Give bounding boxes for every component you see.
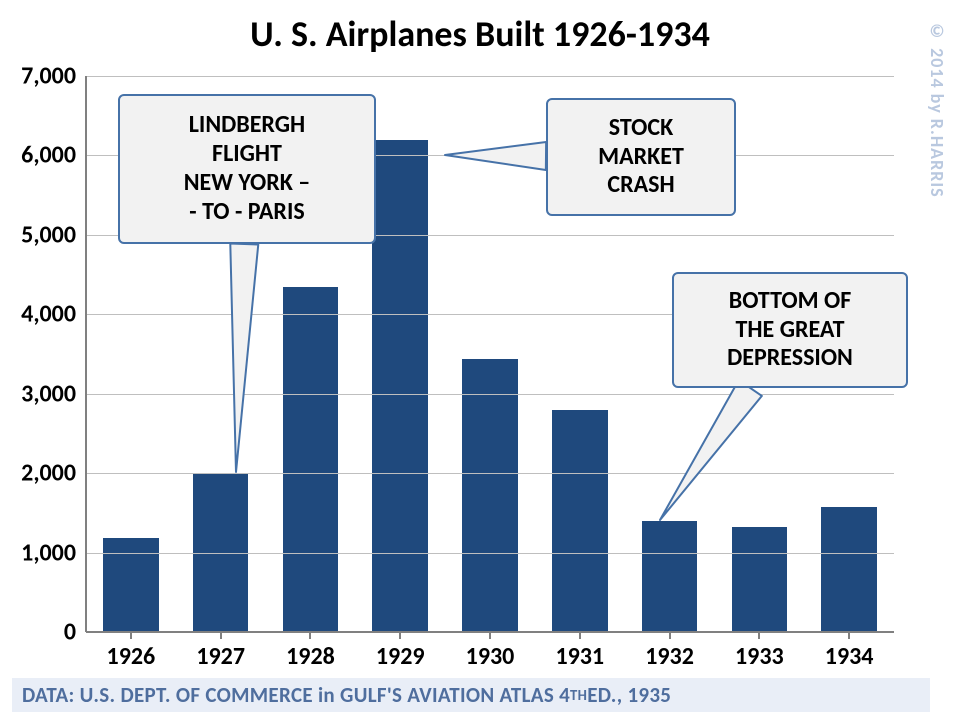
source-suffix: ED., 1935 [587,682,671,708]
callout-text: BOTTOM OF THE GREAT DEPRESSION [727,287,853,373]
callout-crash: STOCK MARKET CRASH [546,98,736,216]
callout-depression: BOTTOM OF THE GREAT DEPRESSION [672,272,908,388]
callout-pointer [445,142,546,170]
source-citation: DATA: U.S. DEPT. OF COMMERCE in GULF'S A… [12,678,930,712]
callout-text: STOCK MARKET CRASH [598,114,684,200]
source-sup: TH [570,686,587,704]
callout-pointer [660,380,762,520]
callout-text: LINDBERGH FLIGHT NEW YORK – - TO - PARIS [184,111,311,226]
callout-pointer [230,243,258,472]
callout-lindbergh: LINDBERGH FLIGHT NEW YORK – - TO - PARIS [118,94,376,244]
source-prefix: DATA: U.S. DEPT. OF COMMERCE in GULF'S A… [22,682,570,708]
